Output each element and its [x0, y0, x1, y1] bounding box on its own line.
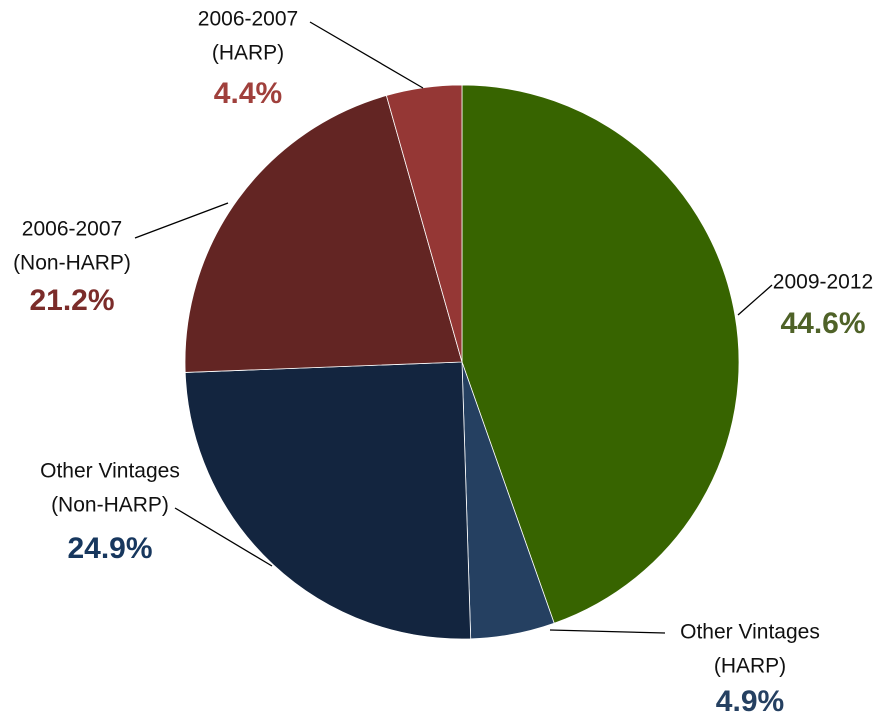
slice-label: Other Vintages [680, 621, 820, 644]
value-label: 44.6% [780, 307, 865, 340]
pie-slice [461, 84, 740, 624]
leader-line [174, 507, 273, 567]
slice-label: 2006-2007 [198, 8, 298, 31]
leader-line [309, 21, 424, 89]
slice-label: (HARP) [714, 655, 786, 678]
slice-label: (HARP) [212, 42, 284, 65]
leader-line [737, 284, 773, 316]
slice-label: (Non-HARP) [13, 252, 131, 275]
slice-label: (Non-HARP) [51, 494, 169, 517]
slice-label: 2009-2012 [773, 271, 873, 294]
pie-slice [184, 361, 472, 640]
value-label: 21.2% [29, 284, 114, 317]
value-label: 24.9% [67, 532, 152, 565]
pie-slice [385, 84, 463, 363]
slice-label: Other Vintages [40, 460, 180, 483]
value-label: 4.9% [716, 685, 784, 718]
value-label: 4.4% [214, 77, 282, 110]
leader-line [549, 629, 666, 634]
slice-label: 2006-2007 [22, 218, 122, 241]
leader-line [134, 202, 229, 239]
pie-slice [184, 95, 463, 373]
